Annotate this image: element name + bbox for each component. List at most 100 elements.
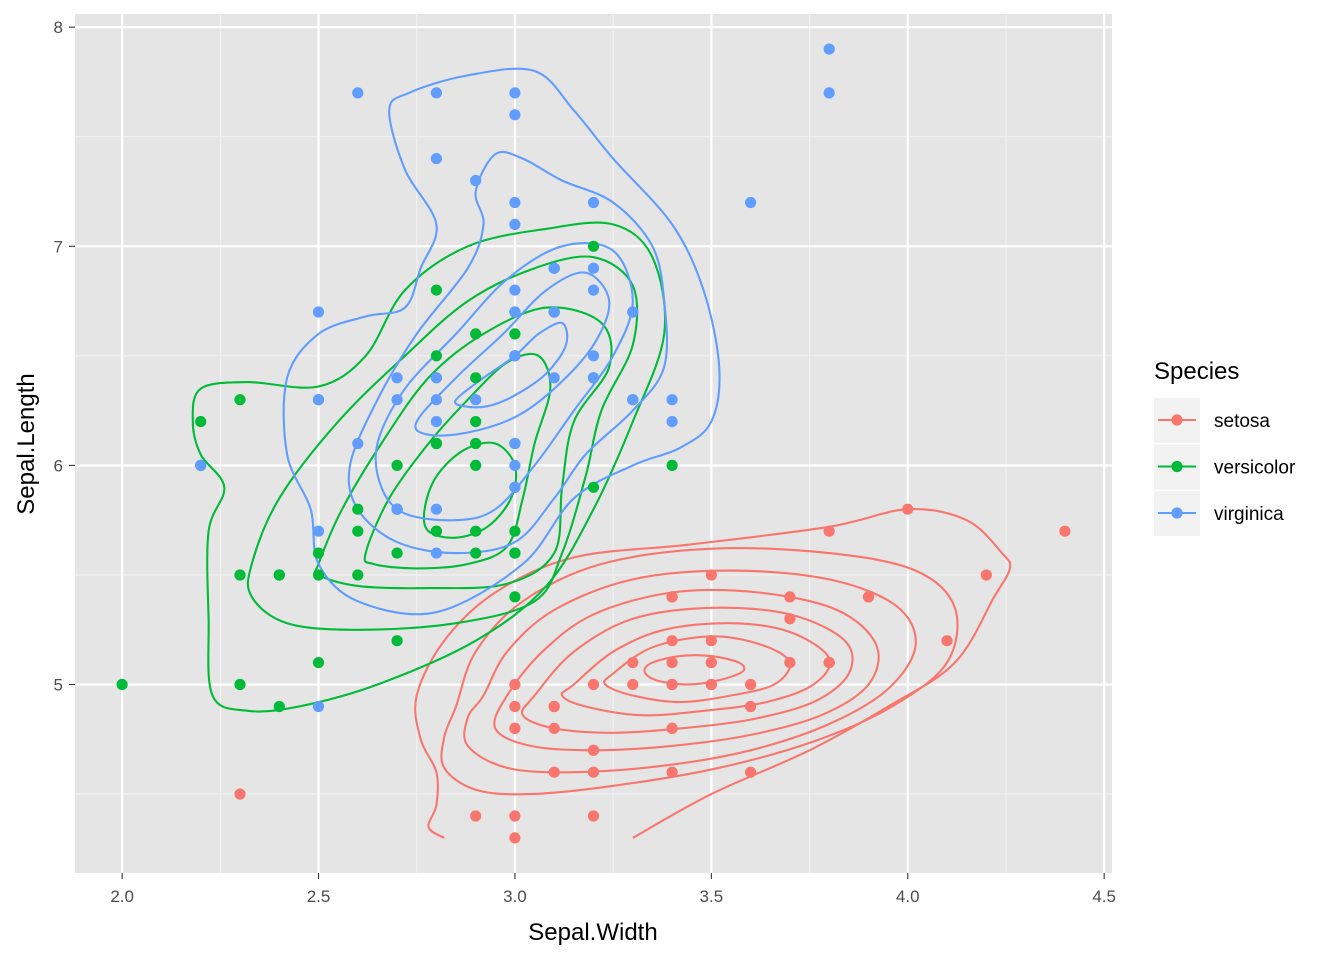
data-point — [705, 569, 717, 581]
data-point — [1059, 525, 1071, 537]
data-point — [509, 525, 521, 537]
data-point — [745, 766, 757, 778]
data-point — [666, 591, 678, 603]
data-point — [509, 196, 521, 209]
data-point — [666, 766, 678, 778]
data-point — [352, 503, 364, 515]
data-point — [430, 503, 442, 515]
data-point — [391, 503, 403, 515]
density-contour — [463, 569, 917, 774]
data-point — [234, 678, 246, 691]
legend-items: setosa versicolor virginica — [1154, 398, 1296, 536]
data-point — [430, 153, 442, 165]
density-contour — [493, 589, 880, 752]
y-axis-title: Sepal.Length — [13, 373, 40, 514]
density-contour — [520, 606, 854, 734]
data-point — [430, 525, 442, 537]
density-contour — [454, 321, 569, 409]
data-point — [470, 372, 482, 384]
data-point — [548, 766, 560, 778]
legend-label: setosa — [1214, 411, 1270, 432]
data-point — [312, 657, 325, 669]
data-point — [627, 306, 639, 318]
legend-item-setosa: setosa — [1154, 398, 1270, 443]
data-point — [352, 569, 364, 581]
y-tick-label: 5 — [54, 676, 63, 695]
data-point — [509, 328, 521, 340]
data-point — [352, 87, 364, 99]
data-point — [509, 218, 521, 230]
data-point — [470, 174, 482, 187]
data-point — [312, 525, 325, 537]
density-contour — [414, 271, 611, 437]
data-point — [352, 437, 364, 450]
point-group-setosa — [234, 503, 1071, 844]
data-point — [509, 350, 521, 362]
data-point — [312, 569, 325, 581]
data-point — [391, 459, 403, 471]
density-contour — [191, 221, 667, 713]
data-point — [666, 416, 678, 428]
data-point — [391, 394, 403, 406]
data-point — [273, 569, 285, 581]
data-point — [784, 613, 796, 625]
data-point — [862, 591, 875, 603]
data-point — [548, 306, 560, 318]
legend-title: Species — [1154, 358, 1239, 385]
legend-item-virginica: virginica — [1154, 491, 1284, 536]
contour-group-virginica — [282, 67, 721, 616]
data-point — [195, 459, 207, 471]
data-point — [430, 437, 442, 450]
density-contour — [422, 441, 518, 539]
data-point — [509, 547, 521, 559]
data-point — [823, 525, 835, 537]
data-point — [430, 87, 442, 99]
data-point — [509, 591, 521, 603]
y-tick-label: 6 — [54, 456, 63, 475]
density-contour — [374, 242, 634, 522]
data-point — [902, 503, 914, 515]
point-layer — [116, 43, 1071, 844]
data-point — [470, 459, 482, 471]
legend-key-point — [1171, 414, 1183, 426]
data-point — [548, 372, 560, 384]
data-point — [548, 262, 560, 274]
data-point — [470, 416, 482, 428]
data-point — [430, 372, 442, 384]
y-tick-label: 8 — [54, 18, 63, 37]
density-contour — [560, 622, 832, 717]
data-point — [666, 657, 678, 669]
data-point — [430, 394, 442, 406]
density-contour — [282, 67, 721, 616]
data-point — [823, 87, 835, 99]
density-contour — [313, 306, 613, 590]
x-tick-label: 2.0 — [110, 887, 134, 906]
data-point — [823, 43, 835, 55]
data-point — [784, 657, 796, 669]
data-point — [470, 394, 482, 406]
legend-key-point — [1171, 460, 1183, 473]
data-point — [509, 87, 521, 99]
x-tick-label: 3.0 — [503, 887, 527, 906]
data-point — [587, 481, 600, 493]
point-group-virginica — [195, 43, 835, 713]
density-contour — [347, 150, 669, 555]
data-point — [666, 394, 678, 406]
data-point — [470, 810, 482, 822]
data-point — [784, 591, 796, 603]
data-point — [666, 722, 678, 735]
data-point — [745, 700, 757, 713]
data-point — [509, 306, 521, 318]
data-point — [391, 635, 403, 647]
data-point — [980, 569, 992, 581]
data-point — [509, 678, 521, 691]
data-point — [509, 459, 521, 471]
x-tick-label: 2.5 — [307, 887, 331, 906]
data-point — [587, 350, 600, 362]
data-point — [470, 525, 482, 537]
data-point — [312, 700, 325, 713]
data-point — [587, 678, 600, 691]
data-point — [273, 700, 285, 713]
